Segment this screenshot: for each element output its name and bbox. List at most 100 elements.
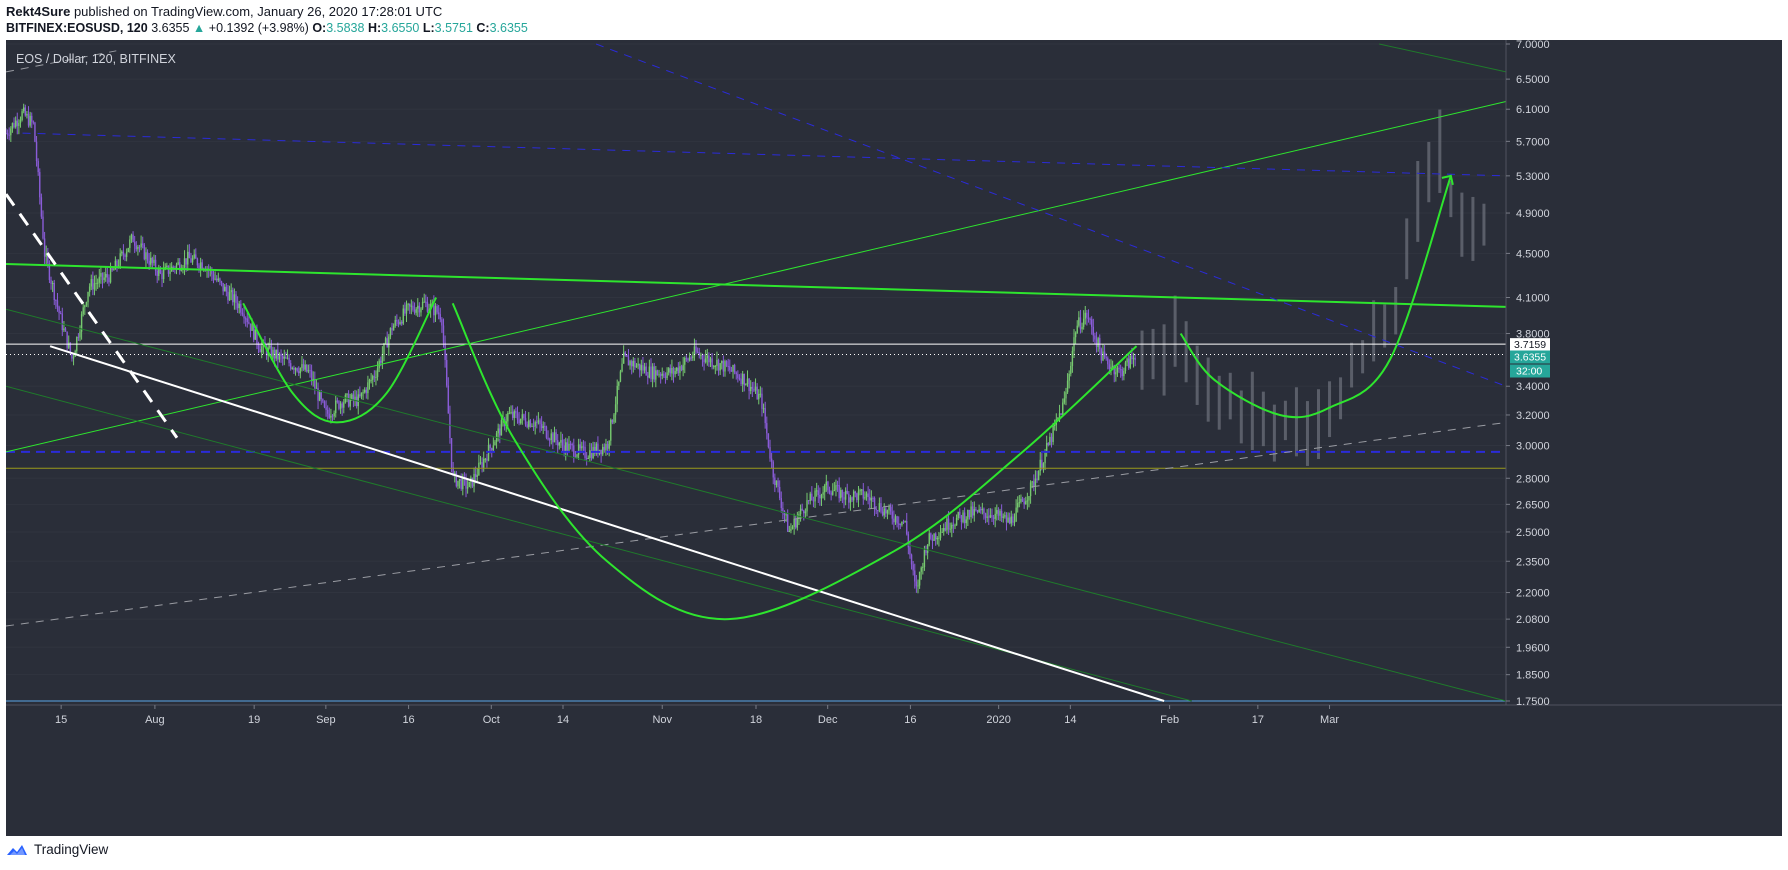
candle [1010, 516, 1012, 524]
candle [999, 510, 1001, 516]
candle [770, 458, 773, 462]
candle [521, 414, 524, 419]
candle [413, 309, 416, 313]
candle [222, 282, 224, 292]
candle [841, 489, 844, 498]
candle [761, 393, 763, 409]
candle [484, 458, 487, 460]
candle [281, 355, 284, 359]
candle [701, 354, 704, 360]
projection-bar [1272, 404, 1276, 462]
candle [169, 271, 171, 274]
candle [367, 382, 369, 394]
projection-bar [1239, 390, 1243, 444]
candle [695, 346, 697, 352]
candle [973, 509, 975, 516]
candle [889, 506, 892, 512]
candle [372, 376, 374, 380]
candle [849, 497, 852, 503]
candle [1063, 398, 1066, 403]
candle [228, 292, 231, 301]
candle [880, 503, 882, 512]
candle [48, 263, 51, 280]
candle [931, 538, 934, 541]
candle [444, 342, 446, 360]
candle [753, 388, 755, 391]
candle [860, 489, 863, 491]
candle [513, 410, 515, 418]
price-label-bg [1510, 338, 1550, 352]
candle [750, 386, 752, 392]
candle [610, 419, 612, 441]
candle [605, 444, 607, 451]
candle [777, 480, 779, 487]
candle [717, 359, 720, 371]
candle [524, 418, 527, 425]
candle [1044, 451, 1046, 464]
candle [195, 254, 197, 259]
candle [988, 516, 990, 518]
candle [1007, 517, 1009, 523]
candle [669, 368, 671, 374]
candle [622, 352, 625, 364]
candle [465, 478, 467, 489]
candle [830, 492, 832, 495]
trendline [6, 101, 1507, 453]
candle [1079, 317, 1082, 330]
tradingview-logo-icon [7, 844, 27, 855]
candle [420, 308, 422, 313]
candle [606, 444, 609, 449]
candle [581, 446, 583, 449]
candle [795, 518, 797, 528]
candle [349, 399, 351, 407]
tradingview-logo[interactable]: TradingView [6, 842, 108, 857]
candle [854, 491, 856, 494]
cup-arc [451, 302, 1138, 621]
candle [984, 513, 987, 518]
candle [405, 304, 408, 314]
chart-panel[interactable]: 7.0000 6.5000 6.1000 5.7000 5.3000 4.9000 4.50… [6, 40, 1782, 836]
candle [71, 352, 73, 359]
price-tick-label: 2.6500 [1516, 499, 1550, 511]
candle [397, 321, 400, 325]
candle [1026, 500, 1029, 502]
candle [1134, 357, 1136, 361]
candle [690, 357, 692, 359]
candle [1049, 436, 1051, 445]
price-tick-label: 3.8000 [1516, 329, 1550, 341]
trendline [6, 308, 1507, 702]
candle [975, 509, 977, 511]
candle [542, 426, 544, 429]
candle [113, 269, 115, 271]
candle [540, 424, 543, 429]
candle [51, 283, 54, 285]
author-name[interactable]: Rekt4Sure [6, 4, 71, 19]
candle [959, 511, 961, 516]
candle [618, 381, 620, 386]
candle [883, 508, 885, 516]
change-arrow-icon: ▲ [192, 21, 206, 35]
horizontal-levels [6, 343, 1506, 702]
candle [299, 368, 302, 374]
candle [318, 392, 321, 401]
candle [933, 533, 935, 541]
candle [499, 428, 501, 436]
candle [733, 365, 736, 373]
price-chart[interactable]: 7.0000 6.5000 6.1000 5.7000 5.3000 4.9000 4.50… [6, 40, 1782, 836]
candle [577, 444, 580, 455]
candle [928, 533, 930, 545]
candle [88, 286, 91, 292]
candle [452, 467, 454, 475]
candle [848, 493, 850, 503]
time-tick-label: Mar [1320, 714, 1339, 726]
candle [785, 514, 787, 516]
projection-bar [1305, 401, 1309, 466]
candle [547, 437, 549, 440]
candle [39, 172, 41, 198]
chart-title: EOS / Dollar, 120, BITFINEX [16, 52, 176, 66]
candle [886, 510, 889, 514]
candle [322, 399, 324, 402]
projection-bars [1140, 109, 1486, 466]
publish-text: published on TradingView.com, January 26… [73, 4, 443, 19]
candle [629, 361, 631, 366]
